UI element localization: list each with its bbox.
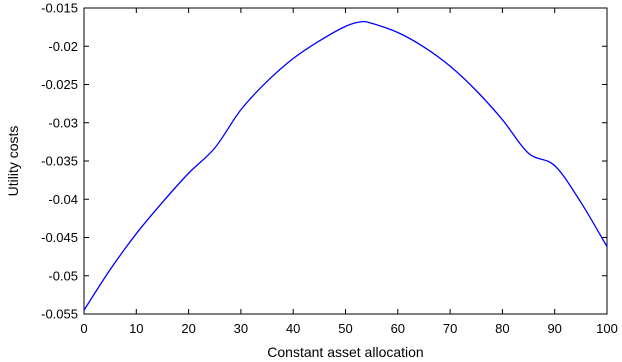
x-tick-label: 40 xyxy=(286,321,300,336)
x-tick-label: 20 xyxy=(181,321,195,336)
series-layer xyxy=(83,20,608,311)
y-tick-label: -0.035 xyxy=(41,154,78,169)
x-tick-label: 100 xyxy=(596,321,618,336)
x-tick-label: 30 xyxy=(234,321,248,336)
x-tick-label: 50 xyxy=(338,321,352,336)
y-axis-ticks: -0.015 -0.02 -0.025 -0.03 -0.035 -0.04 -0.045 -… xyxy=(41,1,607,322)
series-line xyxy=(83,20,608,311)
y-tick-label: -0.045 xyxy=(41,230,78,245)
y-tick-label: -0.025 xyxy=(41,77,78,92)
y-tick-label: -0.05 xyxy=(48,268,78,283)
y-tick-label: -0.015 xyxy=(41,1,78,16)
y-axis-title: Utility costs xyxy=(5,126,21,197)
x-tick-label: 90 xyxy=(547,321,561,336)
y-tick-label: -0.03 xyxy=(48,115,78,130)
y-tick-label: -0.02 xyxy=(48,39,78,54)
x-tick-label: 10 xyxy=(129,321,143,336)
x-tick-label: 60 xyxy=(391,321,405,336)
x-axis-ticks: 0 10 20 30 40 50 60 70 80 90 100 xyxy=(80,8,618,336)
plot-area xyxy=(83,7,608,315)
y-tick-label: -0.04 xyxy=(48,192,78,207)
x-axis-title: Constant asset allocation xyxy=(267,344,423,360)
x-tick-label: 70 xyxy=(443,321,457,336)
x-tick-label: 0 xyxy=(80,321,87,336)
x-tick-label: 80 xyxy=(495,321,509,336)
y-tick-label: -0.055 xyxy=(41,307,78,322)
